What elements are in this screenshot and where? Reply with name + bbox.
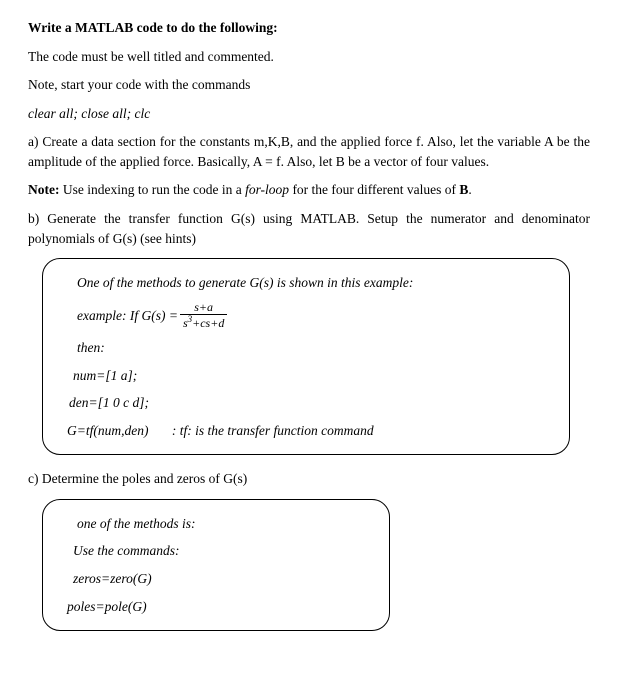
para-b: b) Generate the transfer function G(s) u… <box>28 209 590 248</box>
para-a: a) Create a data section for the constan… <box>28 132 590 171</box>
note-label: Note: <box>28 182 59 197</box>
para-note-index: Note: Use indexing to run the code in a … <box>28 180 590 200</box>
note-text-1: Use indexing to run the code in a <box>59 182 245 197</box>
box2-line2: Use the commands: <box>73 541 371 561</box>
box1-then: then: <box>77 338 551 358</box>
frac-den-rest: +cs+d <box>192 316 224 330</box>
note-text-2: for the four different values of <box>289 182 459 197</box>
para-note-start: Note, start your code with the commands <box>28 75 590 95</box>
box1-tf-cmd: G=tf(num,den) <box>67 423 148 438</box>
para-c: c) Determine the poles and zeros of G(s) <box>28 469 590 489</box>
main-title: Write a MATLAB code to do the following: <box>28 18 590 38</box>
box2-line4: poles=pole(G) <box>67 597 371 617</box>
hint-box-1: One of the methods to generate G(s) is s… <box>42 258 570 455</box>
box1-tf-note: : tf: is the transfer function command <box>172 423 374 438</box>
note-dot: . <box>468 182 471 197</box>
box1-tf: G=tf(num,den) : tf: is the transfer func… <box>67 421 551 441</box>
box1-line2: example: If G(s) = s+a s3+cs+d <box>77 301 551 330</box>
para-commands: clear all; close all; clc <box>28 104 590 124</box>
para-comment: The code must be well titled and comment… <box>28 47 590 67</box>
box1-line1: One of the methods to generate G(s) is s… <box>77 273 551 293</box>
note-forloop: for-loop <box>245 182 289 197</box>
box1-example-pre: example: If G(s) = <box>77 306 178 326</box>
box2-line1: one of the methods is: <box>77 514 371 534</box>
hint-box-2: one of the methods is: Use the commands:… <box>42 499 390 631</box>
fraction: s+a s3+cs+d <box>180 301 227 330</box>
box1-den: den=[1 0 c d]; <box>69 393 551 413</box>
frac-num: s+a <box>180 301 227 315</box>
box1-num: num=[1 a]; <box>73 366 551 386</box>
frac-den: s3+cs+d <box>180 315 227 330</box>
box2-line3: zeros=zero(G) <box>73 569 371 589</box>
